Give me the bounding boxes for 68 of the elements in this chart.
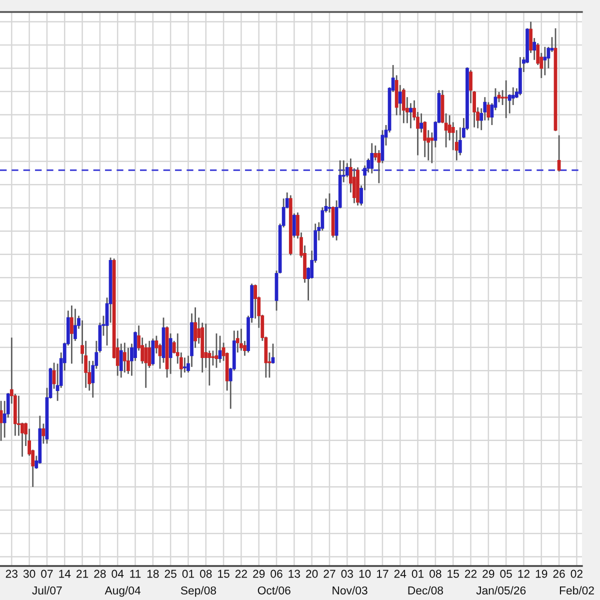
candlestick xyxy=(543,46,547,76)
candlestick xyxy=(511,86,515,106)
text: Dec/08 xyxy=(408,586,443,595)
x-tick-label: 11 xyxy=(130,570,141,578)
candlestick xyxy=(398,84,402,116)
candlestick xyxy=(532,37,536,61)
text: Jan/05/26 xyxy=(476,586,526,595)
x-tick-label: 07 xyxy=(41,570,53,578)
candlestick xyxy=(194,306,197,349)
candlestick xyxy=(345,162,349,178)
x-tick-label: 20 xyxy=(306,570,318,578)
candlestick xyxy=(214,332,218,369)
candlestick xyxy=(292,212,296,238)
x-tick-label: 18 xyxy=(147,570,159,578)
x-tick-label: 05 xyxy=(500,570,512,578)
x-tick-label: 12 xyxy=(518,570,530,578)
candlestick xyxy=(208,350,212,386)
text: Jul/07 xyxy=(32,586,62,595)
candlestick xyxy=(168,332,172,375)
x-tick-label: 02 xyxy=(570,570,582,578)
text: Nov/03 xyxy=(332,586,368,595)
x-tick-label: 15 xyxy=(218,570,230,578)
x-tick-label: 27 xyxy=(324,570,336,578)
x-tick-label: 13 xyxy=(288,570,300,578)
x-tick-label: 29 xyxy=(253,570,265,578)
x-tick-label: 04 xyxy=(112,570,124,578)
x-tick-label: 01 xyxy=(182,570,194,578)
x-tick-label: 24 xyxy=(394,570,406,578)
candlestick xyxy=(557,134,561,172)
candlestick xyxy=(402,88,406,124)
x-tick-label: 28 xyxy=(94,570,106,578)
x-tick-label: 15 xyxy=(448,570,459,578)
x-tick-label: 17 xyxy=(377,570,388,578)
x-tick-label: 14 xyxy=(59,570,71,578)
x-tick-label: 25 xyxy=(164,570,176,578)
x-tick-label: 08 xyxy=(200,570,212,578)
candlestick xyxy=(240,328,243,352)
x-tick-label: 22 xyxy=(464,570,477,578)
candlestick xyxy=(0,400,3,442)
x-tick-label: 29 xyxy=(482,570,494,578)
candlestick xyxy=(504,80,508,119)
x-tick-label: 08 xyxy=(430,570,442,578)
x-tick-label: 21 xyxy=(76,570,88,578)
candlestick xyxy=(374,144,378,162)
x-tick-label: 19 xyxy=(536,570,548,578)
text: Aug/04 xyxy=(104,586,141,597)
candlestick xyxy=(17,395,20,436)
x-tick-label: 10 xyxy=(359,570,371,578)
x-tick-label: 03 xyxy=(341,570,353,578)
x-tick-label: 22 xyxy=(235,570,247,578)
x-tick-label: 23 xyxy=(6,570,18,578)
x-tick-label: 30 xyxy=(23,570,36,578)
candlestick xyxy=(183,356,186,374)
candlestick xyxy=(430,132,434,164)
text: Sep/08 xyxy=(180,586,216,597)
candlestick xyxy=(420,112,424,134)
x-tick-label: 01 xyxy=(412,570,424,578)
candlestick xyxy=(151,338,155,366)
candlestick xyxy=(370,142,374,174)
candlestick xyxy=(119,342,123,378)
text: Feb/02 xyxy=(560,586,594,595)
text: Oct/06 xyxy=(258,586,290,595)
candlestick xyxy=(122,342,126,374)
candlestick xyxy=(409,102,412,129)
x-tick-label: 26 xyxy=(553,570,565,578)
x-tick-label: 06 xyxy=(270,570,282,578)
candlestick xyxy=(70,304,74,364)
candlestick xyxy=(500,89,504,106)
